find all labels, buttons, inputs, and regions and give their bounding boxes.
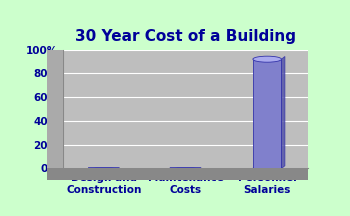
Ellipse shape: [88, 168, 120, 169]
Title: 30 Year Cost of a Building: 30 Year Cost of a Building: [75, 29, 296, 44]
Ellipse shape: [170, 168, 201, 169]
Bar: [253, 59, 281, 168]
Ellipse shape: [253, 167, 281, 170]
Ellipse shape: [253, 56, 281, 62]
Polygon shape: [281, 56, 285, 168]
